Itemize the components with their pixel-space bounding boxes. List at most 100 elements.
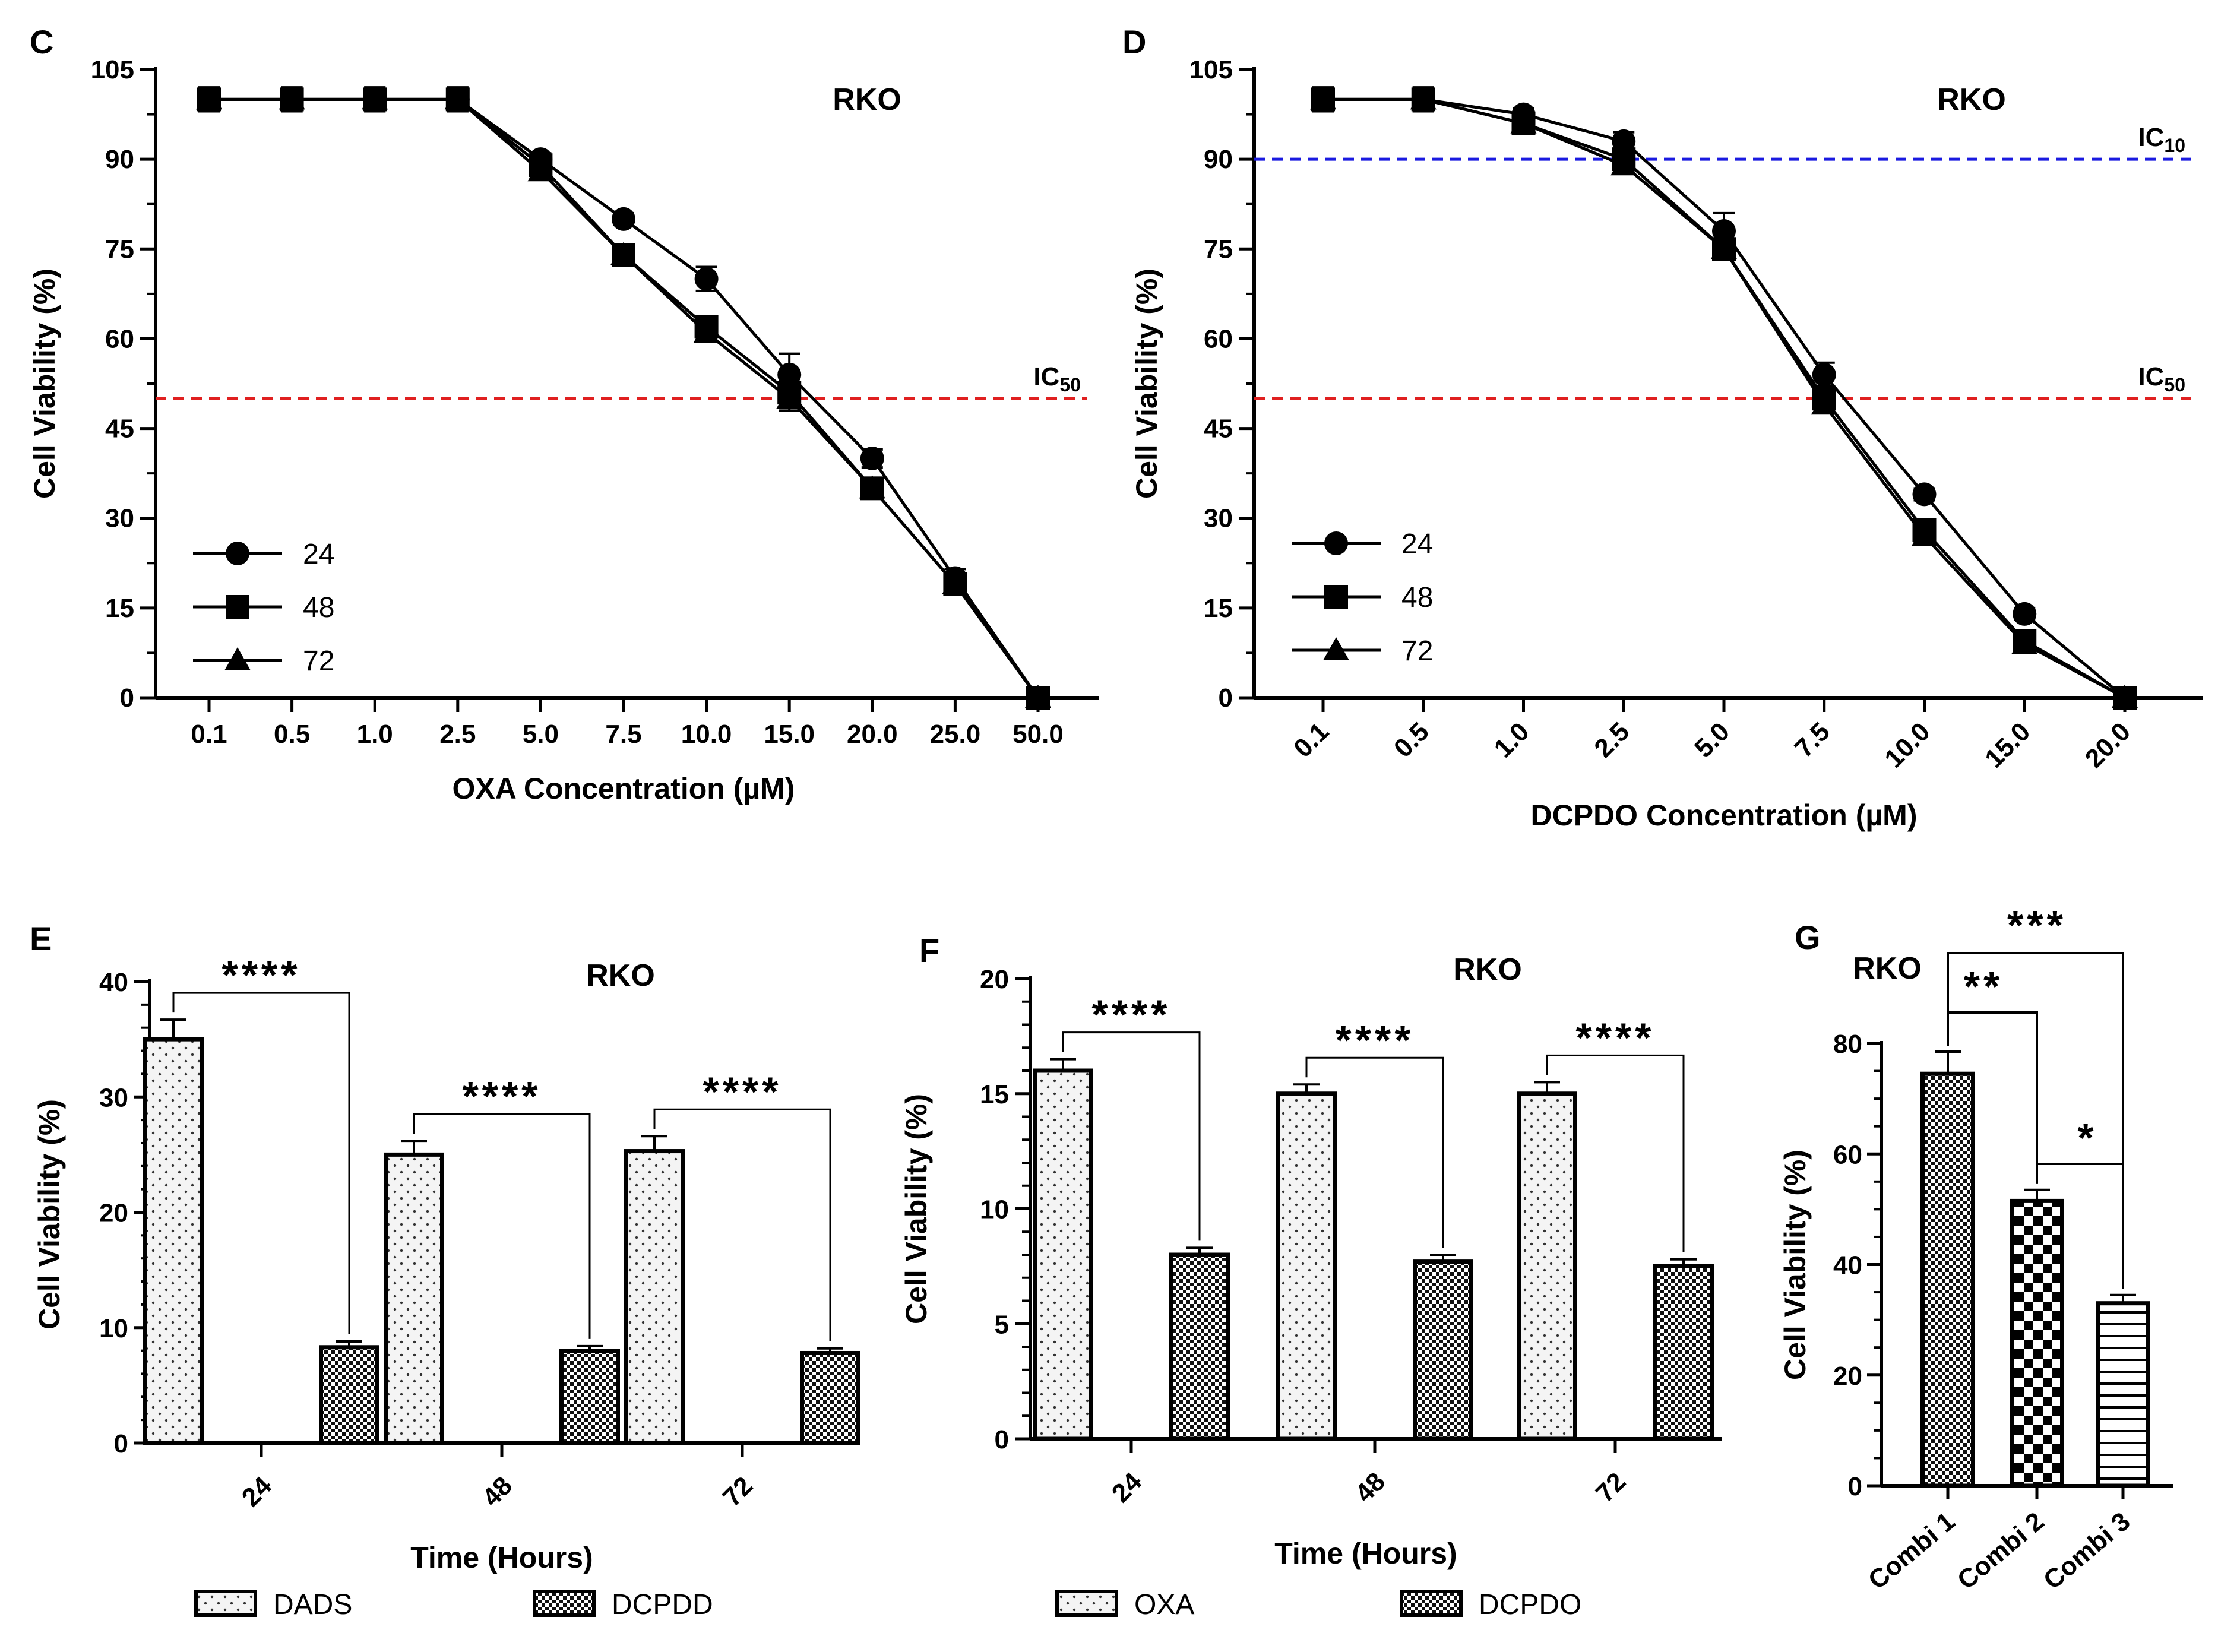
legend-marker	[1324, 585, 1348, 609]
chart-D: D RKO 0 15 30 45 60 75 90 105 0.1 0.5 1.0 2.5 5.0 7.5 10…	[1122, 23, 2203, 832]
chart-E: E RKO 0 10 20 30 40 24 **** 48 **** 72 **** Time (Hou…	[30, 920, 860, 1621]
bar-DADS	[143, 1037, 204, 1445]
y-tick-label: 60	[1204, 324, 1233, 353]
x-tick-label: 48	[1350, 1467, 1391, 1508]
data-point-24	[1812, 362, 1836, 387]
y-tick-label: 80	[1833, 1030, 1862, 1059]
bar-DADS	[384, 1152, 444, 1445]
y-tick-label: 30	[99, 1083, 128, 1112]
data-point-24	[2013, 602, 2037, 626]
legend-label: 24	[1401, 528, 1433, 560]
y-tick-label: 40	[1833, 1251, 1862, 1280]
legend-marker	[226, 595, 249, 619]
legend-label: DADS	[273, 1589, 352, 1621]
y-tick-label: 75	[105, 235, 134, 264]
y-tick-label: 45	[105, 414, 134, 444]
data-point-72	[2011, 631, 2038, 654]
x-tick-label: 10.0	[681, 720, 732, 749]
legend-label: 24	[303, 539, 334, 570]
significance-bracket	[172, 992, 350, 1335]
legend-label: 48	[303, 592, 334, 624]
significance-label: ****	[1576, 1014, 1655, 1061]
bar-OXA	[1517, 1091, 1577, 1441]
legend-swatch	[533, 1590, 596, 1617]
x-tick-label: 7.5	[605, 720, 641, 749]
y-axis-title: Cell Viability (%)	[900, 1094, 933, 1324]
y-tick-label: 0	[1848, 1472, 1862, 1501]
data-point-72	[1510, 110, 1537, 134]
significance-bracket	[2036, 1163, 2124, 1289]
bar-DCPDO	[1169, 1252, 1230, 1441]
y-tick-label: 45	[1204, 414, 1233, 444]
data-point-72	[2112, 685, 2138, 708]
y-tick-label: 105	[1189, 55, 1233, 84]
x-tick-label: 1.0	[357, 720, 393, 749]
x-tick-label: 25.0	[930, 720, 981, 749]
ic-label-sub: 10	[2164, 135, 2185, 156]
y-tick-label: 15	[980, 1080, 1009, 1109]
significance-bracket	[1546, 1054, 1685, 1252]
significance-label: **	[1964, 963, 2003, 1009]
data-point-72	[1811, 391, 1837, 415]
x-tick-label: 72	[717, 1471, 758, 1512]
significance-label: ****	[222, 952, 301, 998]
x-tick-label: 50.0	[1013, 720, 1064, 749]
y-tick-label: 15	[1204, 594, 1233, 623]
y-axis-title: Cell Viability (%)	[28, 268, 61, 499]
chart-title: RKO	[586, 958, 655, 993]
bar-OXA	[1033, 1068, 1093, 1441]
data-point-24	[612, 207, 635, 231]
x-tick-label: 1.0	[1489, 717, 1535, 763]
x-tick-label: 20.0	[847, 720, 898, 749]
data-point-24	[860, 446, 884, 470]
significance-bracket	[413, 1113, 591, 1339]
chart-C: C RKO 0 15 30 45 60 75 90 105 0.1 0.5 1.0 2.5 5.0 7.5 10…	[28, 23, 1099, 805]
legend-marker	[224, 647, 251, 670]
bar-DCPDD	[319, 1345, 379, 1445]
x-tick-label: Combi 2	[1952, 1507, 2049, 1595]
y-tick-label: 30	[105, 504, 134, 533]
data-point-72	[362, 86, 388, 110]
legend-label: 48	[1401, 582, 1433, 613]
bar-DCPDD	[800, 1350, 860, 1445]
data-point-72	[942, 571, 969, 594]
ic-label: IC50	[2138, 362, 2185, 395]
chart-F: F RKO 0 5 10 15 20 24 **** 48 **** 72 **** Time (Hour…	[900, 932, 1722, 1621]
ic-label: IC50	[1033, 362, 1081, 395]
x-tick-label: 48	[477, 1471, 518, 1512]
y-tick-label: 0	[114, 1429, 128, 1458]
chart-title: RKO	[1453, 952, 1522, 987]
y-axis-title: Cell Viability (%)	[1779, 1150, 1812, 1380]
bar-OXA	[1276, 1091, 1337, 1441]
x-tick-label: 5.0	[1689, 717, 1735, 763]
chart-title: RKO	[833, 83, 901, 117]
data-point-72	[444, 86, 471, 110]
x-tick-label: 0.1	[1288, 717, 1334, 763]
y-tick-label: 0	[120, 683, 134, 713]
y-tick-label: 90	[105, 145, 134, 174]
x-tick-label: 15.0	[1979, 717, 2036, 773]
significance-bracket	[1305, 1056, 1444, 1248]
x-tick-label: 5.0	[523, 720, 559, 749]
x-tick-label: Combi 3	[2038, 1507, 2135, 1595]
significance-bracket	[1947, 952, 2124, 1289]
x-axis-title: Time (Hours)	[410, 1541, 593, 1574]
y-tick-label: 0	[1219, 683, 1233, 713]
x-tick-label: Combi 1	[1863, 1507, 1960, 1595]
legend-label: DCPDD	[612, 1589, 713, 1621]
x-axis-title: DCPDO Concentration (µM)	[1530, 799, 1917, 832]
y-tick-label: 20	[1833, 1362, 1862, 1391]
data-point-24	[1612, 129, 1636, 153]
x-tick-label: 2.5	[1589, 717, 1635, 763]
data-point-24	[694, 267, 719, 291]
significance-label: ***	[2007, 902, 2067, 948]
x-tick-label: 7.5	[1789, 717, 1836, 763]
data-point-72	[859, 475, 885, 499]
panel-label-C: C	[30, 23, 53, 61]
y-tick-label: 10	[99, 1314, 128, 1343]
y-axis-title: Cell Viability (%)	[33, 1099, 66, 1330]
x-tick-label: 24	[236, 1471, 278, 1512]
x-tick-label: 0.5	[274, 720, 310, 749]
data-point-72	[693, 319, 720, 343]
bar-combi-3	[2096, 1301, 2150, 1488]
